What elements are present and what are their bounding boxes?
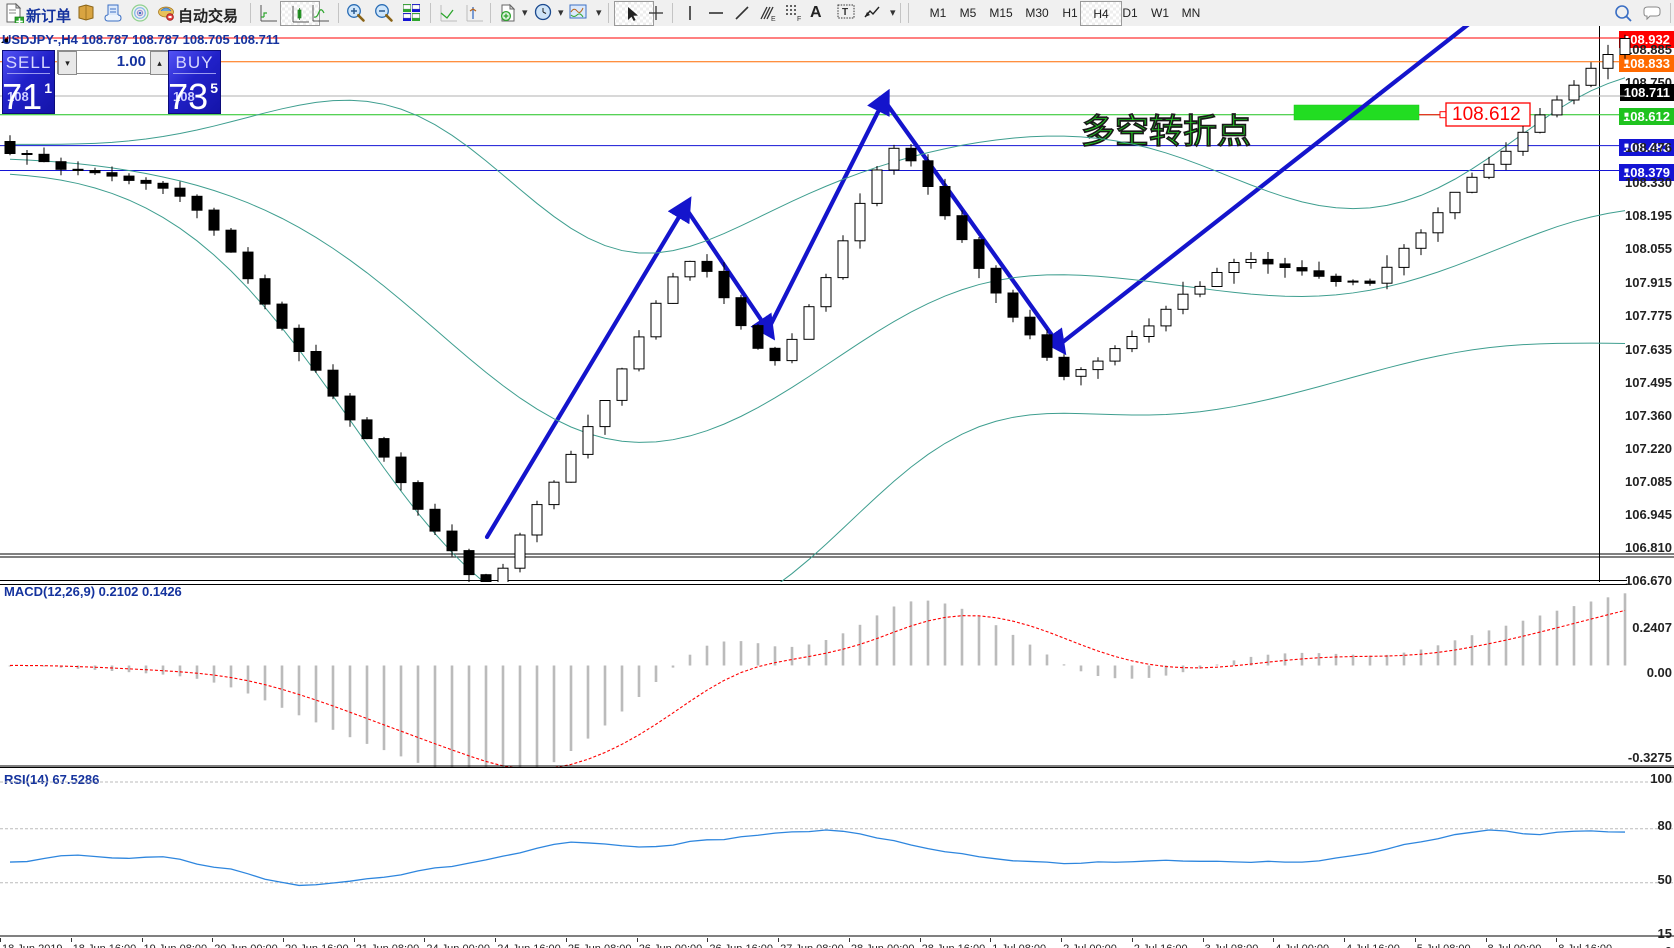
svg-text:108.612: 108.612 (1452, 104, 1521, 125)
svg-text:E: E (771, 16, 776, 23)
svg-text:多空转折点: 多空转折点 (1081, 113, 1251, 151)
svg-text:T: T (842, 7, 848, 18)
svg-text:F: F (797, 16, 801, 23)
